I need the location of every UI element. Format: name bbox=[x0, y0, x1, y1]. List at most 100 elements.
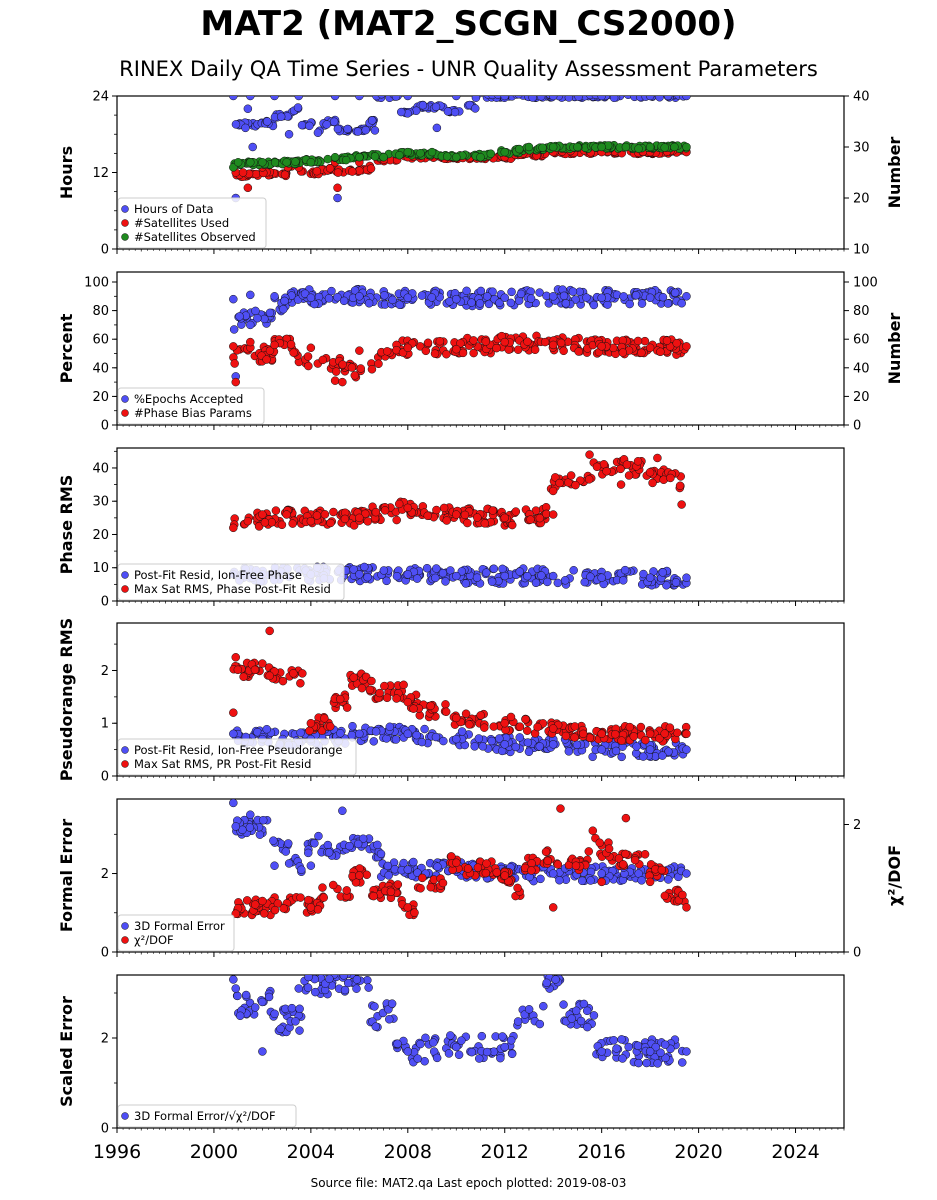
data-point bbox=[294, 96, 303, 101]
data-point bbox=[422, 563, 432, 573]
data-point bbox=[526, 515, 535, 524]
data-point bbox=[314, 831, 323, 841]
data-point bbox=[231, 377, 240, 387]
data-point bbox=[284, 859, 294, 868]
legend-marker bbox=[121, 936, 129, 944]
data-point bbox=[487, 736, 497, 746]
data-point bbox=[645, 1047, 655, 1056]
data-point bbox=[523, 726, 532, 735]
data-point bbox=[326, 518, 335, 528]
data-point bbox=[585, 450, 594, 459]
data-point bbox=[265, 308, 275, 318]
data-point bbox=[278, 676, 288, 686]
data-point bbox=[241, 123, 250, 133]
data-point bbox=[597, 573, 606, 582]
data-point bbox=[452, 713, 461, 723]
legend-label: Post-Fit Resid, Ion-Free Phase bbox=[134, 568, 302, 582]
data-point bbox=[243, 183, 253, 193]
data-point bbox=[507, 287, 516, 297]
legend: 3D Formal Error/√χ²/DOF bbox=[117, 1104, 297, 1128]
data-point bbox=[306, 903, 316, 912]
data-point bbox=[486, 149, 496, 158]
data-point bbox=[439, 736, 448, 746]
data-point bbox=[492, 343, 501, 353]
data-point bbox=[343, 978, 353, 988]
data-point bbox=[276, 1024, 285, 1034]
data-point bbox=[663, 96, 673, 101]
data-point bbox=[489, 722, 498, 731]
data-point bbox=[589, 1011, 599, 1020]
data-point bbox=[399, 680, 408, 690]
data-point bbox=[489, 564, 499, 574]
data-point bbox=[513, 345, 523, 354]
data-point bbox=[241, 990, 251, 1000]
legend-label: Post-Fit Resid, Ion-Free Pseudorange bbox=[134, 743, 342, 757]
data-points bbox=[229, 284, 691, 387]
data-point bbox=[653, 1059, 662, 1068]
data-point bbox=[597, 293, 606, 302]
legend: Post-Fit Resid, Ion-Free PseudorangeMax … bbox=[117, 738, 357, 776]
data-point bbox=[403, 503, 413, 513]
data-point bbox=[682, 869, 691, 878]
data-point bbox=[461, 579, 471, 588]
data-point bbox=[682, 573, 691, 582]
data-point bbox=[452, 344, 461, 354]
data-point bbox=[258, 815, 268, 825]
data-point bbox=[416, 884, 425, 893]
series-2 bbox=[229, 626, 691, 746]
data-point bbox=[333, 193, 342, 203]
data-point bbox=[660, 1040, 670, 1049]
data-point bbox=[446, 1031, 455, 1040]
data-point bbox=[630, 855, 640, 865]
data-point bbox=[388, 295, 397, 305]
data-point bbox=[403, 697, 413, 707]
data-point bbox=[350, 371, 360, 380]
data-point bbox=[548, 340, 558, 350]
y-tick-label: 30 bbox=[92, 495, 109, 510]
y2-axis-label: Number bbox=[885, 313, 904, 385]
data-point bbox=[533, 722, 542, 732]
data-point bbox=[624, 1042, 633, 1052]
series-2 bbox=[229, 450, 686, 533]
data-point bbox=[435, 336, 445, 346]
data-point bbox=[305, 726, 314, 736]
data-point bbox=[284, 130, 294, 139]
data-point bbox=[617, 752, 626, 762]
data-point bbox=[369, 737, 378, 746]
data-point bbox=[356, 364, 365, 373]
data-point bbox=[385, 722, 395, 732]
data-point bbox=[621, 849, 630, 859]
data-point bbox=[330, 376, 340, 385]
data-point bbox=[229, 342, 238, 351]
data-point bbox=[506, 712, 516, 722]
legend-label: %Epochs Accepted bbox=[134, 392, 243, 406]
data-point bbox=[682, 903, 691, 912]
data-point bbox=[637, 876, 646, 885]
data-point bbox=[230, 359, 239, 368]
data-point bbox=[609, 96, 619, 103]
data-point bbox=[604, 844, 614, 853]
data-point bbox=[655, 96, 664, 102]
data-point bbox=[492, 868, 502, 877]
data-point bbox=[570, 733, 579, 742]
data-point bbox=[633, 336, 643, 346]
data-point bbox=[452, 510, 461, 519]
data-point bbox=[614, 854, 624, 863]
data-point bbox=[555, 478, 564, 488]
data-point bbox=[507, 1049, 517, 1059]
data-point bbox=[452, 152, 461, 162]
data-point bbox=[629, 732, 639, 741]
data-point bbox=[403, 865, 413, 874]
data-point bbox=[478, 742, 488, 751]
data-point bbox=[597, 96, 606, 101]
data-point bbox=[645, 96, 655, 101]
data-point bbox=[323, 840, 333, 850]
data-point bbox=[418, 100, 428, 110]
data-point bbox=[330, 152, 340, 162]
data-point bbox=[467, 298, 476, 307]
data-point bbox=[637, 348, 646, 358]
data-point bbox=[553, 578, 563, 588]
data-point bbox=[474, 1054, 484, 1063]
data-point bbox=[352, 984, 361, 993]
data-point bbox=[403, 570, 413, 579]
